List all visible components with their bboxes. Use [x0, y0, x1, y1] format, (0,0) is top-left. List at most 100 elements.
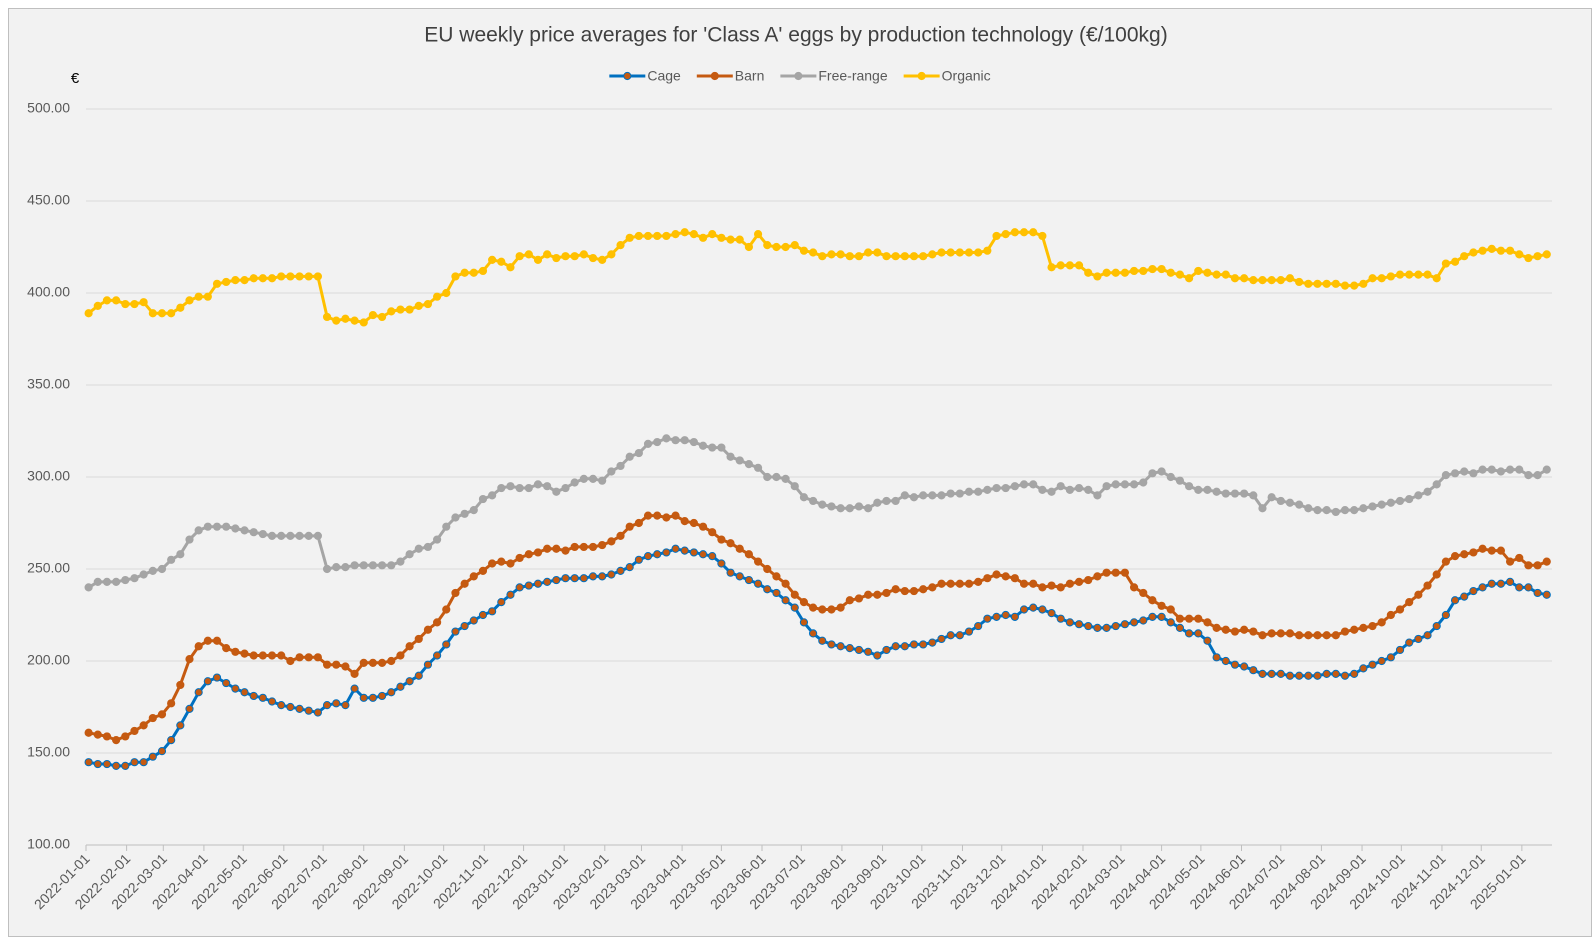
data-point [1120, 568, 1130, 577]
data-point [708, 552, 717, 561]
data-point [552, 253, 561, 263]
data-point [194, 292, 203, 301]
chart-title: EU weekly price averages for 'Class A' e… [424, 24, 1167, 47]
data-point [753, 557, 763, 566]
data-point [176, 303, 185, 312]
data-point [121, 299, 130, 309]
data-point [533, 579, 543, 588]
data-point [1350, 669, 1359, 678]
data-point [460, 268, 469, 277]
data-point [222, 644, 231, 653]
data-point [827, 502, 836, 511]
data-point [231, 524, 240, 533]
data-point [909, 493, 919, 502]
data-point [1084, 485, 1093, 494]
data-point [350, 669, 359, 678]
data-point [625, 233, 634, 242]
data-point [451, 588, 460, 598]
data-point [1019, 579, 1029, 588]
data-point [533, 480, 543, 489]
data-point [1240, 625, 1249, 634]
data-point [368, 693, 378, 702]
legend-marker [917, 71, 926, 81]
data-point [222, 522, 231, 531]
data-point [790, 482, 799, 491]
data-point [249, 274, 258, 283]
data-point [1212, 270, 1221, 279]
data-point [1386, 610, 1395, 620]
data-point [836, 250, 845, 259]
data-point [423, 660, 433, 669]
data-point [148, 309, 157, 318]
data-point [277, 272, 286, 281]
data-point [937, 248, 946, 257]
data-point [1524, 471, 1533, 480]
data-point [350, 561, 359, 570]
data-point [1093, 272, 1102, 281]
data-point [1285, 629, 1295, 638]
data-point [341, 701, 350, 710]
data-point [1460, 592, 1469, 601]
legend-item: Organic [903, 68, 991, 84]
data-point [891, 642, 900, 651]
chart-area [8, 8, 1592, 937]
data-point [570, 574, 579, 583]
data-point [818, 252, 827, 261]
data-point [1258, 276, 1267, 285]
data-point [616, 241, 625, 250]
data-point [974, 577, 983, 586]
data-point [1405, 494, 1414, 504]
data-point [1405, 638, 1414, 647]
y-tick-label: 200.00 [27, 652, 70, 668]
data-point [506, 482, 515, 491]
data-point [992, 570, 1001, 579]
data-point [909, 640, 919, 649]
data-point [671, 511, 680, 520]
data-point [295, 531, 304, 540]
data-point [552, 487, 561, 496]
data-point [909, 586, 919, 596]
y-tick-label: 450.00 [27, 192, 70, 208]
data-point [1148, 612, 1157, 621]
data-point [1129, 583, 1139, 592]
data-point [130, 574, 139, 583]
data-point [680, 436, 689, 445]
data-point [231, 647, 240, 656]
data-point [698, 441, 708, 450]
data-point [1221, 625, 1230, 634]
data-point [1505, 465, 1515, 474]
data-point [1432, 570, 1441, 579]
data-point [1258, 669, 1267, 678]
data-point [1505, 557, 1515, 566]
data-point [1441, 259, 1450, 268]
data-point [1157, 264, 1166, 274]
data-point [1386, 272, 1395, 281]
data-point [900, 586, 909, 596]
data-point [130, 726, 139, 736]
data-point [1285, 274, 1295, 283]
legend-item: Barn [696, 68, 764, 84]
data-point [1249, 276, 1258, 285]
data-point [689, 518, 698, 528]
data-point [1010, 574, 1019, 583]
data-point [286, 272, 295, 281]
data-point [84, 758, 93, 767]
data-point [130, 758, 139, 767]
data-point [552, 544, 561, 553]
data-point [130, 299, 139, 309]
data-point [1322, 631, 1331, 640]
data-point [194, 526, 203, 535]
data-point [1065, 485, 1074, 494]
data-point [955, 631, 964, 640]
data-point [176, 680, 185, 690]
data-point [148, 713, 157, 723]
data-point [1478, 544, 1487, 553]
data-point [1175, 614, 1185, 623]
data-point [845, 644, 854, 653]
data-point [983, 246, 992, 255]
data-point [634, 518, 643, 528]
data-point [387, 561, 396, 570]
data-point [836, 642, 845, 651]
data-point [167, 555, 176, 564]
data-point [974, 487, 983, 496]
